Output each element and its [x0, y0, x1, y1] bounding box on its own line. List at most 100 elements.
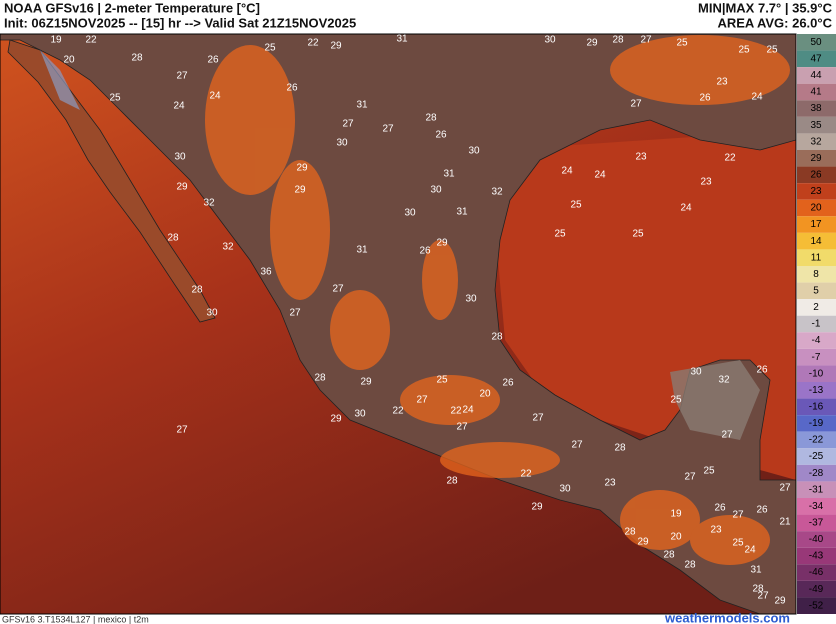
yucatan	[670, 360, 760, 440]
colorbar-label: 26	[810, 169, 822, 180]
colorbar-cell	[797, 415, 836, 432]
temperature-label: 36	[260, 267, 272, 278]
colorbar-label: -16	[809, 401, 824, 412]
temperature-label: 25	[676, 38, 688, 49]
temperature-label: 20	[670, 532, 682, 543]
temperature-label: 27	[382, 124, 394, 135]
colorbar-label: -4	[812, 335, 821, 346]
temperature-label: 25	[703, 466, 715, 477]
colorbar-label: 11	[811, 252, 822, 263]
colorbar-cell	[797, 398, 836, 416]
colorbar-cell	[797, 34, 836, 51]
temperature-label: 29	[296, 163, 308, 174]
colorbar-cell	[797, 348, 836, 366]
colorbar-label: -13	[809, 385, 824, 396]
temperature-label: 22	[450, 406, 462, 417]
colorbar-label: -34	[809, 501, 824, 512]
temperature-label: 29	[330, 414, 342, 425]
colorbar-label: 2	[813, 302, 819, 313]
temperature-label: 28	[663, 550, 675, 561]
temperature-label: 23	[700, 177, 712, 188]
minmax: MIN|MAX 7.7° | 35.9°C	[698, 0, 833, 15]
temperature-label: 24	[744, 545, 756, 556]
cold-patch	[40, 50, 80, 110]
colorbar-cell	[797, 498, 836, 515]
colorbar-cell	[797, 365, 836, 382]
colorbar-label: 38	[810, 103, 822, 114]
temperature-label: 21	[779, 517, 791, 528]
temperature-label: 22	[307, 38, 319, 49]
footer-model: GFSv16 3.T1534L127 | mexico | t2m	[2, 614, 149, 624]
temperature-label: 27	[332, 284, 344, 295]
temperature-label: 27	[684, 472, 696, 483]
colorbar-cell	[797, 580, 836, 598]
warm-patches	[205, 35, 790, 565]
temperature-label: 29	[774, 596, 786, 607]
temperature-label: 27	[640, 35, 652, 46]
temperature-label: 24	[173, 101, 185, 112]
colorbar-cell	[797, 282, 836, 300]
temperature-label: 32	[222, 242, 234, 253]
temperature-label: 30	[354, 409, 366, 420]
temperature-label: 26	[502, 378, 514, 389]
colorbar-cell	[797, 564, 836, 581]
temperature-label: 26	[699, 93, 711, 104]
colorbar-label: 23	[810, 186, 822, 197]
temperature-label: 27	[176, 71, 188, 82]
temperature-label: 29	[586, 38, 598, 49]
temperature-label: 25	[738, 45, 750, 56]
temperature-label: 28	[446, 476, 458, 487]
temperature-label: 29	[436, 238, 448, 249]
temperature-label: 29	[176, 182, 188, 193]
colorbar-cell	[797, 166, 836, 184]
temperature-label: 26	[207, 55, 219, 66]
temperature-label: 30	[544, 35, 556, 46]
temperature-label: 31	[356, 245, 368, 256]
temperature-label: 27	[721, 430, 733, 441]
temperature-label: 25	[109, 93, 121, 104]
temperature-label: 28	[131, 53, 143, 64]
map-frame	[0, 33, 797, 615]
temperature-label: 27	[732, 510, 744, 521]
temperature-label: 30	[559, 484, 571, 495]
colorbar-label: -43	[809, 551, 824, 562]
colorbar-cell	[797, 514, 836, 532]
temperature-label: 24	[751, 92, 763, 103]
temperature-label: 22	[392, 406, 404, 417]
colorbar-cell	[797, 431, 836, 449]
temperature-label: 27	[456, 422, 468, 433]
temperature-label: 25	[670, 395, 682, 406]
temperature-label: 30	[174, 152, 186, 163]
temperature-label: 28	[684, 560, 696, 571]
colorbar-cell	[797, 150, 836, 167]
temperature-label: 29	[330, 41, 342, 52]
temperature-label: 29	[637, 537, 649, 548]
temperature-label: 30	[468, 146, 480, 157]
temperature-label: 28	[425, 113, 437, 124]
colorbar-label: 5	[813, 285, 819, 296]
temperature-label: 31	[356, 100, 368, 111]
colorbar-cell	[797, 100, 836, 117]
temperature-label: 26	[714, 503, 726, 514]
colorbar-cell	[797, 50, 836, 68]
colorbar-cell	[797, 249, 836, 266]
colorbar-label: -31	[809, 484, 824, 495]
temperature-label: 30	[690, 367, 702, 378]
temperature-label: 24	[561, 166, 573, 177]
colorbar-label: -40	[809, 534, 824, 545]
temperature-label: 20	[63, 55, 75, 66]
colorbar-cell	[797, 464, 836, 482]
temperature-label: 28	[624, 527, 636, 538]
temperature-label: 28	[612, 35, 624, 46]
colorbar-label: 20	[810, 203, 822, 214]
colorbar-cell	[797, 332, 836, 349]
temperature-label: 26	[419, 246, 431, 257]
temperature-label: 25	[766, 45, 778, 56]
colorbar-cell	[797, 448, 836, 465]
temperature-label: 31	[443, 169, 455, 180]
colorbar-label: -52	[809, 600, 824, 611]
temperature-label: 25	[554, 229, 566, 240]
colorbar-cell	[797, 299, 836, 316]
